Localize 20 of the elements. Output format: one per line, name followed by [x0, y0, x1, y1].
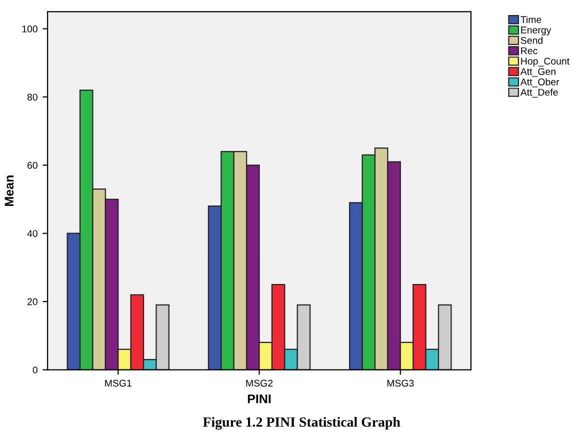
y-tick-label: 20 [28, 298, 38, 306]
y-tick-label: 100 [22, 26, 38, 32]
x-tick-label: MSG2 [246, 380, 273, 387]
caption: Figure 1.2 PINI Statistical Graph [203, 416, 400, 430]
legend-label: Rec [521, 47, 538, 54]
x-tick-label: MSG1 [105, 380, 132, 387]
y-tick-label: 60 [28, 162, 38, 169]
y-tick-label: 80 [27, 94, 38, 101]
legend-label: Hop_Count [521, 58, 570, 67]
y-tick-label: 0 [32, 366, 38, 374]
legend-label: Att_Ober [520, 78, 560, 88]
y-tick-label: 40 [27, 230, 38, 237]
legend-label: Send [520, 36, 542, 44]
legend-label: Energy [521, 26, 552, 36]
legend-label: Att_Gen [520, 68, 556, 77]
x-tick-label: MSG3 [387, 380, 414, 387]
legend-label: Att_Defe [520, 88, 558, 98]
x-axis-title: PINI [248, 394, 271, 404]
legend-label: Time [520, 16, 542, 24]
y-axis-title: Mean [4, 176, 14, 206]
